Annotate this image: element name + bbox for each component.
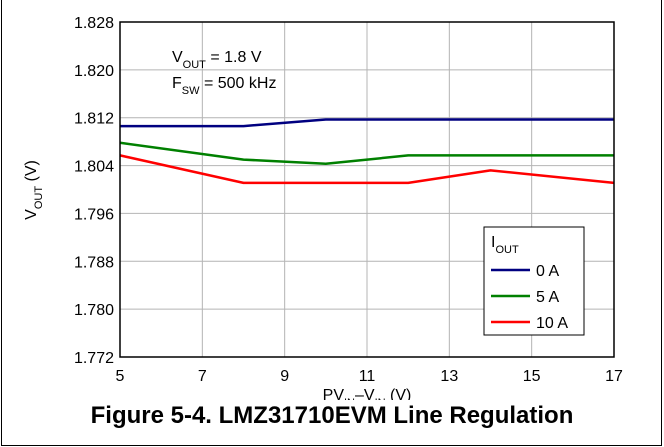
legend-label-5a: 5 A [536,289,559,306]
x-axis-label: PVIN–VIN (V) [323,387,412,400]
x-tick-label: 15 [523,368,541,385]
x-tick-label: 11 [359,368,376,385]
x-tick-label: 9 [280,368,289,385]
series-line-0a [120,118,614,128]
legend-label-10a: 10 A [536,315,568,332]
y-tick-label: 1.828 [74,15,114,32]
x-tick-label: 7 [198,368,207,385]
legend-title: IOUT [491,234,519,256]
y-tick-label: 1.788 [74,254,114,271]
series-line-5a [119,141,614,166]
annotation-vout: VOUT = 1.8 V [172,49,262,71]
series-line-10a [119,154,615,185]
legend-label-0a: 0 A [536,263,559,280]
y-tick-label: 1.772 [74,350,114,367]
legend: IOUT 0 A 5 A 10 A [483,226,585,336]
legend-box [483,226,585,336]
plot-border [119,21,615,358]
x-tick-label: 17 [605,368,623,385]
annotation-fsw: FSW = 500 kHz [172,75,276,97]
y-tick-label: 1.820 [74,63,114,80]
figure-caption: Figure 5-4. LMZ31710EVM Line Regulation [90,402,574,429]
grid [120,22,614,357]
y-tick-label: 1.780 [74,302,114,319]
ticks: 5 7 9 11 13 15 17 1.772 1.780 1.788 1.796 1.804 1.81… [74,15,623,385]
y-tick-label: 1.812 [74,111,114,128]
x-tick-label: 5 [116,368,125,385]
y-tick-label: 1.796 [74,206,114,223]
series-lines [119,118,615,185]
y-tick-label: 1.804 [74,159,114,176]
line-chart: 5 7 9 11 13 15 17 1.772 1.780 1.788 1.796 1.804 1.81… [23,15,623,400]
x-tick-label: 13 [440,368,458,385]
y-axis-label: VOUT (V) [23,160,45,220]
